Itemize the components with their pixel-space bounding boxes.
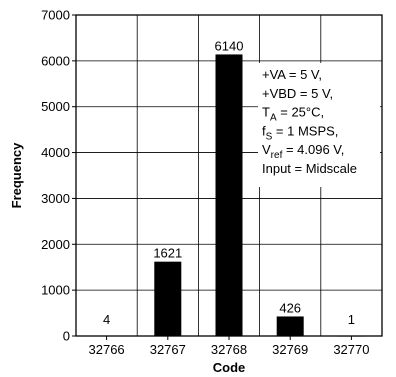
y-tick-label: 1000: [41, 283, 70, 298]
bar-32767: [154, 261, 182, 336]
x-tick-label-32767: 32767: [150, 342, 186, 357]
annotation-line: +VBD = 5 V,: [262, 86, 333, 101]
y-tick-label: 0: [63, 329, 70, 344]
annotation-line: fS = 1 MSPS,: [262, 123, 338, 142]
y-tick-label: 6000: [41, 53, 70, 68]
data-label-32770: 1: [348, 312, 355, 327]
plot-frame: [75, 14, 383, 337]
data-label-32769: 426: [279, 300, 301, 315]
x-axis-label: Code: [213, 360, 246, 375]
y-tick-labels: 0 1000 2000 3000 4000 5000 6000 7000: [41, 8, 76, 344]
x-tick-label-32766: 32766: [89, 342, 125, 357]
data-label-32767: 1621: [153, 246, 182, 261]
y-tick-label: 5000: [41, 99, 70, 114]
annotation-line: +VA = 5 V,: [262, 67, 322, 82]
bar-32769: [276, 316, 304, 336]
bar-32768: [215, 54, 243, 337]
x-tick-labels: 32766 32767 32768 32769 32770: [89, 336, 369, 357]
data-labels: 4 1621 6140 426 1: [103, 38, 355, 327]
annotation-line: TA = 25°C,: [262, 105, 324, 124]
annotation-line: Vref = 4.096 V,: [262, 142, 344, 161]
annotation-background: [258, 63, 380, 187]
annotation-line: Input = Midscale: [262, 161, 357, 176]
x-tick-label-32769: 32769: [272, 342, 308, 357]
conditions-annotation: +VA = 5 V, +VBD = 5 V, TA = 25°C,fS = 1 MS…: [262, 67, 357, 176]
data-label-32766: 4: [103, 312, 110, 327]
y-tick-label: 3000: [41, 191, 70, 206]
bars: [93, 54, 365, 337]
x-tick-label-32768: 32768: [211, 342, 247, 357]
x-tick-label-32770: 32770: [333, 342, 369, 357]
y-tick-label: 7000: [41, 8, 70, 23]
y-axis-label: Frequency: [9, 142, 24, 209]
data-label-32768: 6140: [215, 38, 244, 53]
y-tick-label: 4000: [41, 145, 70, 160]
y-tick-label: 2000: [41, 237, 70, 252]
